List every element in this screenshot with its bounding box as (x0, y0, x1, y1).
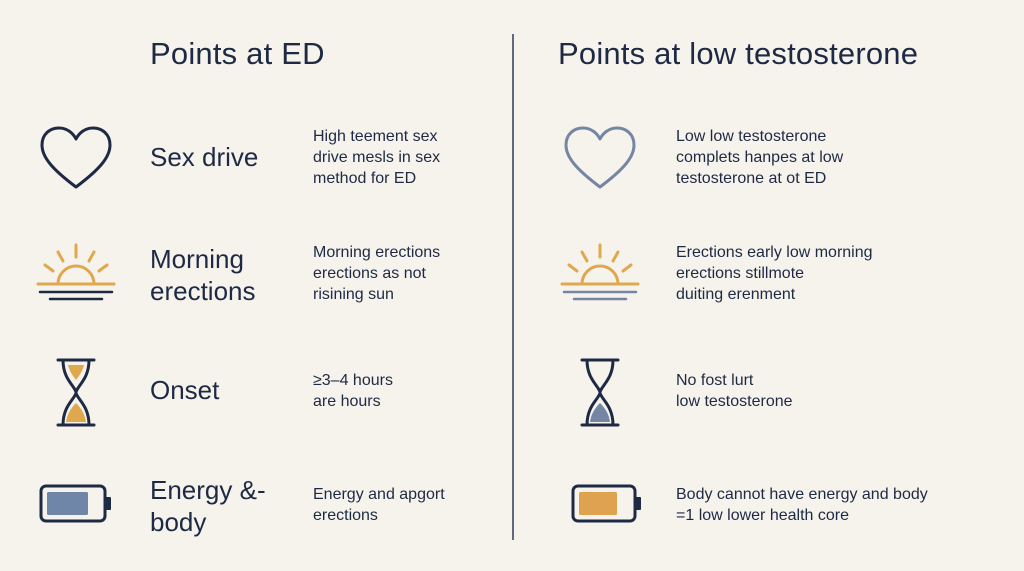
sunrise-icon (554, 236, 646, 316)
lowt-onset-desc: No fost lurt low testosterone (676, 372, 793, 410)
ed-row-energy-body: Energy &- body Energy and apgort erectio… (0, 466, 512, 556)
lowt-row-onset: No fost lurt low testosterone (514, 350, 1024, 440)
ed-column: Points at ED Sex drive High teement sex … (0, 36, 512, 556)
ed-onset-desc: ≥3–4 hours are hours (313, 372, 393, 410)
battery-icon (554, 466, 646, 546)
lowt-sex-drive-desc: Low low testosterone complets hanpes at … (676, 128, 844, 187)
ed-row-sex-drive: Sex drive High teement sex drive mesls i… (0, 115, 512, 205)
onset-label: Onset (150, 375, 220, 405)
lowt-row-sex-drive: Low low testosterone complets hanpes at … (514, 115, 1024, 205)
ed-row-morning-erections: Morning erections Morning erections erec… (0, 232, 512, 322)
hourglass-icon (554, 353, 646, 433)
heart-icon (30, 119, 122, 199)
lowt-row-energy-body: Body cannot have energy and body =1 low … (514, 466, 1024, 556)
lowt-row-morning-erections: Erections early low morning erections st… (514, 232, 1024, 322)
ed-sex-drive-desc: High teement sex drive mesls in sex meth… (313, 128, 441, 187)
battery-icon (30, 466, 122, 546)
sex-drive-label: Sex drive (150, 142, 259, 172)
lowt-morning-erections-desc: Erections early low morning erections st… (676, 244, 873, 303)
energy-body-label: Energy &- body (150, 475, 266, 537)
column-divider (512, 34, 514, 540)
sunrise-icon (30, 236, 122, 316)
ed-row-onset: Onset ≥3–4 hours are hours (0, 350, 512, 440)
heart-icon (554, 119, 646, 199)
ed-energy-body-desc: Energy and apgort erections (313, 486, 445, 524)
morning-erections-label: Morning erections (150, 244, 256, 306)
lowt-energy-body-desc: Body cannot have energy and body =1 low … (676, 486, 928, 524)
low-testosterone-column-title: Points at low testosterone (558, 36, 919, 71)
hourglass-icon (30, 353, 122, 433)
low-testosterone-column: Points at low testosterone Low low testo… (514, 0, 1024, 571)
ed-column-title: Points at ED (150, 36, 325, 71)
ed-morning-erections-desc: Morning erections erections as not risin… (313, 244, 441, 303)
